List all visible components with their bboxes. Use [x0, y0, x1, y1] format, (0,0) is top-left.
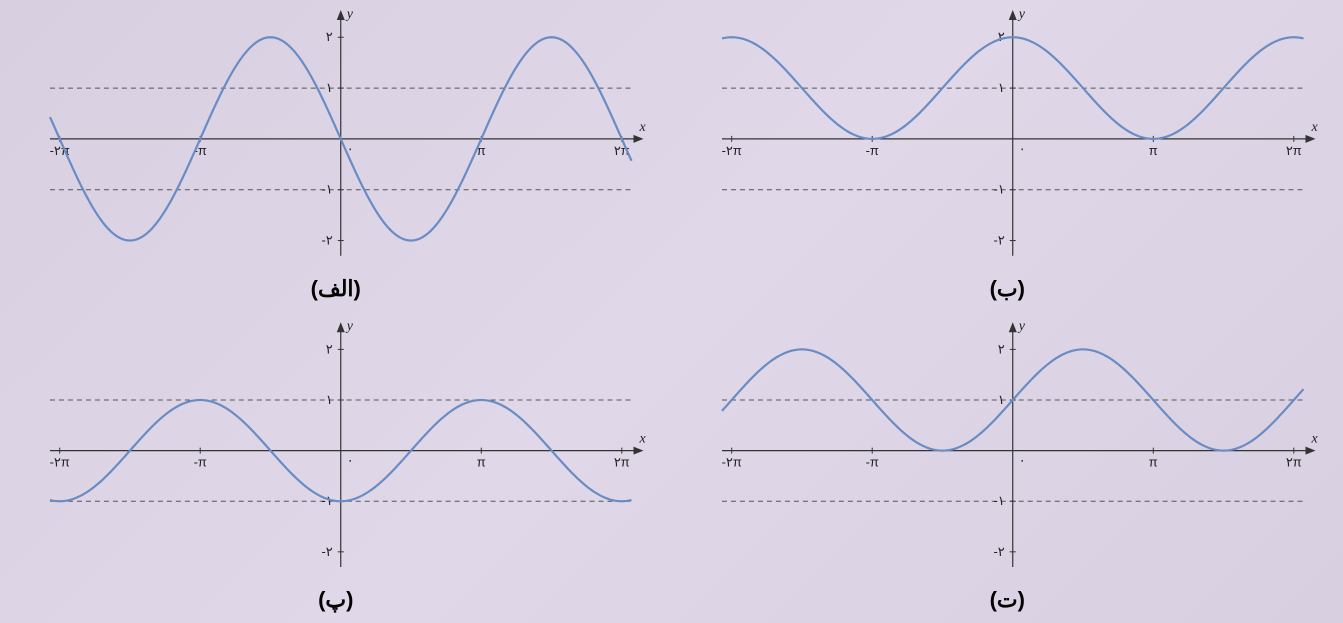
svg-text:۲: ۲ — [326, 29, 333, 44]
svg-text:-۲: -۲ — [321, 544, 332, 559]
panel-teh: x y -۲π -π π ۲π ۲ ۱ -۱ -۲ ۰ (ت) — [692, 322, 1324, 613]
svg-text:۲: ۲ — [997, 29, 1004, 44]
svg-text:۰: ۰ — [347, 452, 354, 467]
svg-text:y: y — [1016, 10, 1025, 22]
svg-text:y: y — [1016, 322, 1025, 334]
svg-text:x: x — [639, 431, 647, 446]
panel-beh: x y -۲π -π π ۲π ۲ ۱ -۱ -۲ ۰ (ب) — [692, 10, 1324, 302]
svg-text:۱: ۱ — [326, 392, 333, 407]
chart-beh: x y -۲π -π π ۲π ۲ ۱ -۱ -۲ ۰ — [692, 10, 1324, 274]
label-alef: (الف) — [311, 276, 361, 302]
svg-text:π: π — [1148, 143, 1157, 158]
svg-text:۲π: ۲π — [1285, 454, 1301, 469]
svg-text:۲: ۲ — [326, 341, 333, 356]
svg-alef: xy-۲π-ππ۲π۲۱-۱-۲۰ — [20, 10, 652, 274]
svg-text:x: x — [638, 120, 646, 135]
label-peh: (پ) — [318, 587, 353, 613]
svg-text:y: y — [345, 322, 354, 334]
svg-peh: xy-۲π-ππ۲π۲۱-۱-۲۰ — [20, 322, 652, 585]
svg-text:π: π — [1148, 454, 1157, 469]
svg-text:-۲π: -۲π — [721, 143, 741, 158]
svg-text:۱: ۱ — [326, 80, 333, 95]
svg-text:۰: ۰ — [1018, 452, 1025, 467]
svg-text:-۲: -۲ — [321, 233, 332, 248]
chart-grid: xy-۲π-ππ۲π۲۱-۱-۲۰ (الف) xy-۲π-ππ۲π۲۱-۱-۲… — [0, 0, 1343, 623]
svg-text:-π: -π — [865, 143, 878, 158]
label-teh: (ت) — [990, 587, 1025, 613]
svg-text:۲π: ۲π — [1285, 143, 1301, 158]
panel-peh: xy-۲π-ππ۲π۲۱-۱-۲۰ (پ) — [20, 322, 652, 613]
svg-teh: x y -۲π -π π ۲π ۲ ۱ -۱ -۲ ۰ — [692, 322, 1324, 585]
svg-text:-π: -π — [194, 454, 207, 469]
svg-text:۱: ۱ — [997, 392, 1004, 407]
svg-text:-۱: -۱ — [993, 493, 1004, 508]
svg-text:-۲: -۲ — [993, 544, 1004, 559]
svg-text:-π: -π — [865, 454, 878, 469]
chart-teh: x y -۲π -π π ۲π ۲ ۱ -۱ -۲ ۰ — [692, 322, 1324, 585]
svg-text:۰: ۰ — [1018, 141, 1025, 156]
panel-alef: xy-۲π-ππ۲π۲۱-۱-۲۰ (الف) — [20, 10, 652, 302]
svg-text:x: x — [1310, 431, 1318, 446]
label-beh: (ب) — [990, 276, 1025, 302]
svg-text:x: x — [1310, 120, 1318, 135]
svg-text:π: π — [477, 454, 486, 469]
svg-text:-۱: -۱ — [993, 182, 1004, 197]
chart-peh: xy-۲π-ππ۲π۲۱-۱-۲۰ — [20, 322, 652, 585]
svg-text:-۲π: -۲π — [721, 454, 741, 469]
chart-alef: xy-۲π-ππ۲π۲۱-۱-۲۰ — [20, 10, 652, 274]
svg-text:۲π: ۲π — [614, 454, 630, 469]
svg-text:-۱: -۱ — [321, 182, 332, 197]
svg-beh: x y -۲π -π π ۲π ۲ ۱ -۱ -۲ ۰ — [692, 10, 1324, 274]
svg-text:۱: ۱ — [997, 80, 1004, 95]
svg-text:y: y — [345, 10, 354, 22]
svg-text:-۲: -۲ — [993, 233, 1004, 248]
svg-text:-۲π: -۲π — [50, 454, 70, 469]
svg-text:۲: ۲ — [997, 341, 1004, 356]
